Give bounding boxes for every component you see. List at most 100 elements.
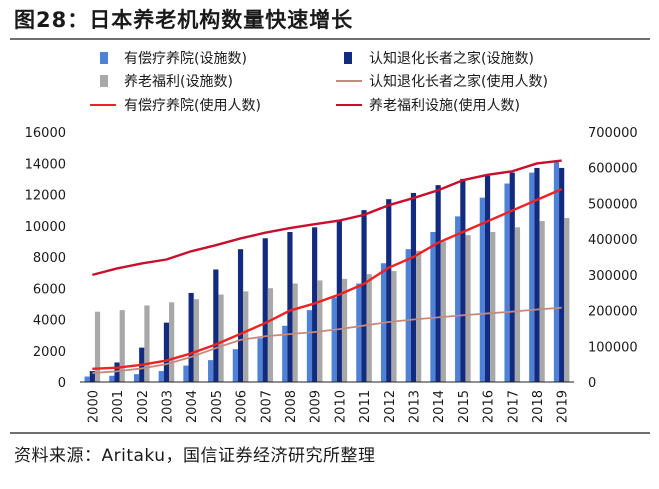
y-right-tick-400000: 400000 bbox=[588, 233, 638, 248]
legend-label-dementia-users: 认知退化长者之家(使用人数) bbox=[369, 74, 548, 90]
bar-care-facility-2017 bbox=[504, 183, 510, 382]
y-left-tick-2000: 2000 bbox=[33, 345, 66, 360]
bar-dementia-home-2019 bbox=[559, 167, 565, 382]
bar-care-facility-2013 bbox=[405, 249, 411, 382]
x-tick-2013: 2013 bbox=[407, 390, 422, 423]
legend-swatch-welfare-facility bbox=[100, 75, 108, 87]
bar-dementia-home-2012 bbox=[386, 199, 392, 382]
y-right-tick-300000: 300000 bbox=[588, 269, 638, 284]
line-welfare-users bbox=[92, 159, 562, 277]
y-right-tick-500000: 500000 bbox=[588, 197, 638, 212]
bar-care-facility-2014 bbox=[430, 232, 436, 382]
bar-welfare-facility-2006 bbox=[243, 291, 249, 383]
bar-care-facility-2018 bbox=[529, 172, 535, 383]
y-right-tick-700000: 700000 bbox=[588, 126, 638, 141]
y-left-tick-12000: 12000 bbox=[25, 189, 66, 204]
x-tick-2006: 2006 bbox=[235, 390, 250, 423]
x-tick-2011: 2011 bbox=[358, 390, 373, 423]
legend-swatch-welfare-users bbox=[336, 104, 362, 106]
bar-care-facility-2016 bbox=[479, 197, 485, 383]
y-left-tick-10000: 10000 bbox=[25, 220, 66, 235]
title-divider bbox=[10, 38, 650, 40]
y-right-tick-0: 0 bbox=[588, 376, 596, 391]
bar-care-facility-2010 bbox=[331, 297, 337, 383]
bar-dementia-home-2018 bbox=[534, 167, 540, 382]
bar-welfare-facility-2014 bbox=[440, 241, 446, 383]
bar-dementia-home-2004 bbox=[188, 292, 194, 382]
bar-care-facility-2005 bbox=[208, 360, 214, 383]
bar-care-facility-2015 bbox=[455, 216, 461, 383]
y-left-tick-16000: 16000 bbox=[25, 126, 66, 141]
bar-care-facility-2008 bbox=[282, 325, 288, 382]
bar-dementia-home-2001 bbox=[114, 362, 120, 382]
line-care-users bbox=[92, 188, 563, 370]
legend-label-welfare-users: 养老福利设施(使用人数) bbox=[369, 98, 520, 114]
bar-dementia-home-2007 bbox=[262, 238, 268, 382]
bar-care-facility-2004 bbox=[183, 365, 189, 382]
bar-care-facility-2011 bbox=[356, 283, 362, 382]
bar-welfare-facility-2003 bbox=[169, 302, 175, 382]
bar-dementia-home-2013 bbox=[410, 192, 417, 382]
bar-welfare-facility-2018 bbox=[539, 221, 545, 382]
bar-dementia-home-2008 bbox=[287, 232, 293, 382]
bar-care-facility-2007 bbox=[257, 338, 263, 382]
bar-care-facility-2006 bbox=[232, 349, 238, 382]
bar-care-facility-2001 bbox=[109, 375, 115, 382]
figure-title: 图28：日本养老机构数量快速增长 bbox=[14, 8, 354, 32]
y-left-tick-4000: 4000 bbox=[33, 314, 66, 329]
x-tick-2002: 2002 bbox=[136, 390, 151, 423]
bar-care-facility-2002 bbox=[133, 374, 140, 382]
legend-swatch-care-users bbox=[90, 104, 116, 106]
bar-welfare-facility-2017 bbox=[514, 227, 521, 382]
bar-welfare-facility-2016 bbox=[490, 232, 496, 382]
x-tick-2014: 2014 bbox=[432, 390, 447, 423]
bar-welfare-facility-2001 bbox=[119, 310, 125, 383]
x-tick-2010: 2010 bbox=[333, 390, 348, 423]
legend-swatch-dementia-home bbox=[344, 52, 352, 64]
bar-welfare-facility-2002 bbox=[144, 305, 150, 382]
x-tick-2007: 2007 bbox=[259, 390, 274, 423]
bar-care-facility-2009 bbox=[306, 310, 313, 383]
bar-dementia-home-2005 bbox=[213, 269, 219, 382]
bar-dementia-home-2000 bbox=[89, 371, 95, 382]
y-left-tick-8000: 8000 bbox=[33, 251, 66, 266]
bar-welfare-facility-2005 bbox=[218, 294, 224, 382]
x-tick-2015: 2015 bbox=[457, 390, 472, 423]
bar-dementia-home-2003 bbox=[163, 322, 170, 383]
x-tick-2008: 2008 bbox=[284, 390, 299, 423]
bar-dementia-home-2006 bbox=[237, 249, 244, 382]
x-tick-2003: 2003 bbox=[160, 390, 175, 423]
bar-dementia-home-2014 bbox=[435, 185, 441, 383]
bar-welfare-facility-2012 bbox=[391, 271, 397, 382]
line-dementia-users bbox=[92, 306, 562, 374]
bar-care-facility-2000 bbox=[84, 376, 90, 382]
x-tick-2004: 2004 bbox=[185, 390, 200, 423]
x-tick-2012: 2012 bbox=[383, 390, 398, 423]
bar-welfare-facility-2015 bbox=[465, 235, 471, 383]
legend-swatch-care-facility bbox=[100, 52, 108, 64]
bar-dementia-home-2015 bbox=[460, 178, 466, 383]
y-right-tick-100000: 100000 bbox=[588, 340, 638, 355]
legend-label-care-users: 有偿疗养院(使用人数) bbox=[124, 98, 261, 114]
bar-welfare-facility-2019 bbox=[564, 217, 570, 382]
x-tick-2019: 2019 bbox=[556, 390, 571, 423]
bar-care-facility-2019 bbox=[553, 161, 560, 382]
bar-welfare-facility-2000 bbox=[94, 311, 101, 382]
x-tick-2000: 2000 bbox=[86, 390, 101, 423]
bar-welfare-facility-2008 bbox=[292, 283, 298, 382]
y-left-tick-6000: 6000 bbox=[33, 282, 66, 297]
bar-welfare-facility-2013 bbox=[416, 250, 422, 382]
y-right-tick-600000: 600000 bbox=[588, 162, 638, 177]
legend-label-dementia-home: 认知退化长者之家(设施数) bbox=[369, 51, 534, 67]
source-note: 资料来源：Aritaku，国信证券经济研究所整理 bbox=[14, 446, 376, 466]
x-tick-2016: 2016 bbox=[482, 390, 497, 423]
bar-dementia-home-2010 bbox=[336, 219, 342, 382]
x-tick-2017: 2017 bbox=[506, 390, 521, 423]
bar-dementia-home-2016 bbox=[484, 175, 491, 382]
bar-care-facility-2003 bbox=[158, 371, 164, 382]
bar-dementia-home-2011 bbox=[361, 210, 367, 383]
legend-swatch-dementia-users bbox=[336, 80, 362, 82]
footer-divider bbox=[10, 432, 650, 434]
x-tick-2001: 2001 bbox=[111, 390, 126, 423]
